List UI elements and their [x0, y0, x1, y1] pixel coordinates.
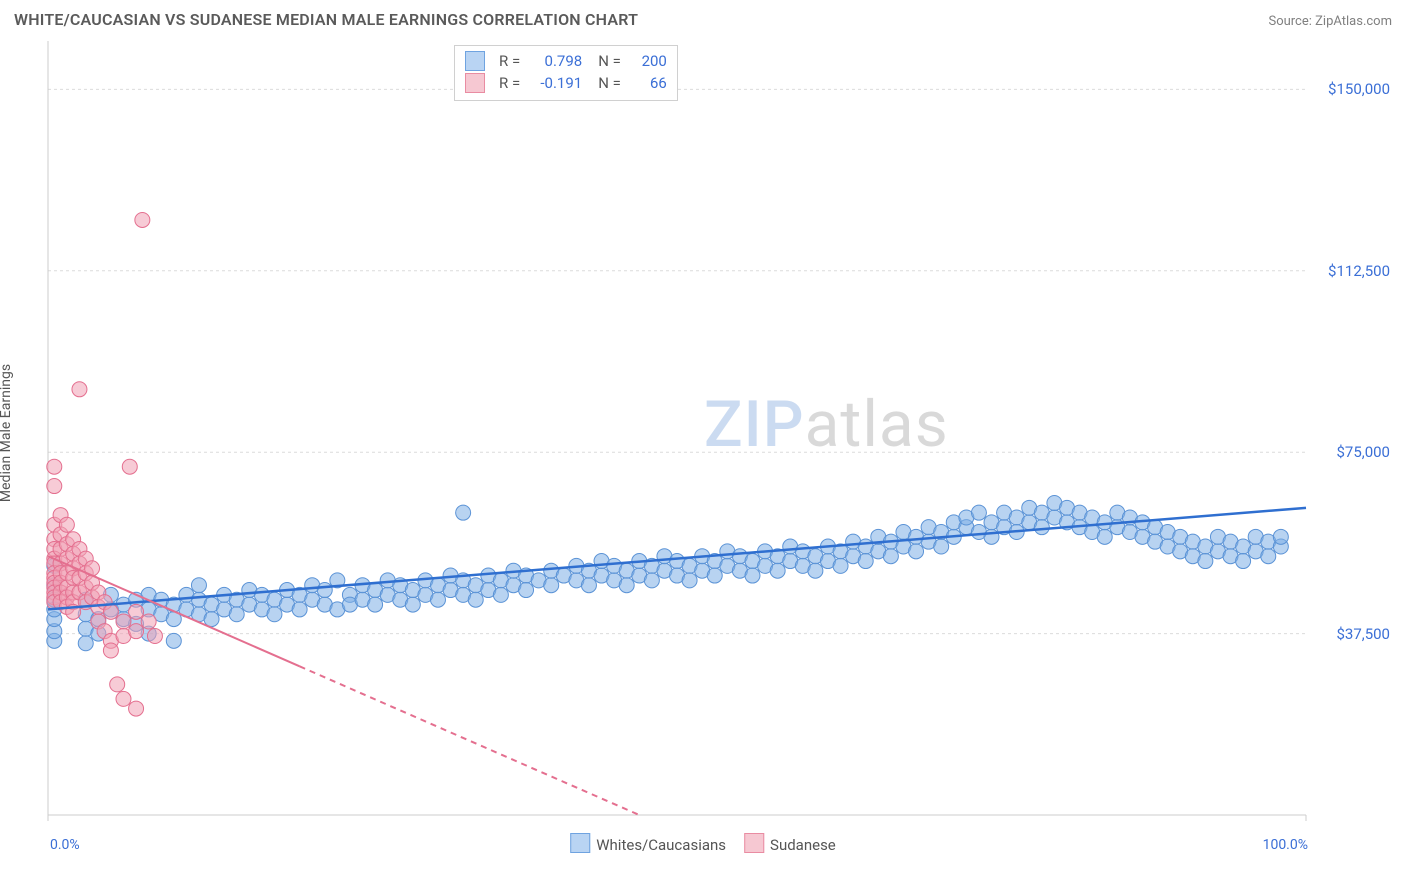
y-tick-label: $37,500 — [1336, 625, 1390, 643]
chart-area: Median Male Earnings R =0.798N =200R =-0… — [14, 35, 1392, 831]
y-axis-label: Median Male Earnings — [0, 364, 14, 502]
y-tick-label: $150,000 — [1328, 80, 1390, 98]
legend-row: R =-0.191N =66 — [465, 72, 667, 94]
chart-header: WHITE/CAUCASIAN VS SUDANESE MEDIAN MALE … — [0, 0, 1406, 35]
legend-item: Whites/Caucasians — [570, 833, 726, 854]
legend-swatch — [465, 73, 485, 93]
source-label: Source: ZipAtlas.com — [1268, 14, 1392, 29]
chart-footer: 0.0% Whites/Caucasians Sudanese 100.0% — [14, 831, 1392, 865]
legend-swatch — [465, 51, 485, 71]
legend-row: R =0.798N =200 — [465, 50, 667, 72]
scatter-plot — [14, 35, 1392, 823]
chart-title: WHITE/CAUCASIAN VS SUDANESE MEDIAN MALE … — [14, 10, 638, 29]
y-tick-label: $112,500 — [1328, 262, 1390, 280]
series-legend: Whites/Caucasians Sudanese — [570, 833, 836, 854]
x-axis-max-label: 100.0% — [1263, 837, 1308, 853]
legend-swatch — [744, 833, 764, 853]
x-axis-min-label: 0.0% — [50, 837, 80, 853]
y-tick-label: $75,000 — [1336, 443, 1390, 461]
legend-item: Sudanese — [744, 833, 836, 854]
correlation-legend: R =0.798N =200R =-0.191N =66 — [454, 45, 678, 101]
legend-swatch — [570, 833, 590, 853]
